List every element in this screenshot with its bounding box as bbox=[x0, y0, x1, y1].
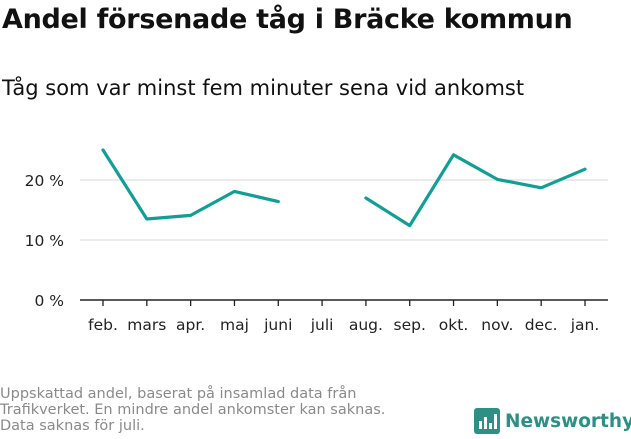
chart-title: Andel försenade tåg i Bräcke kommun bbox=[2, 4, 573, 35]
y-tick-label: 20 % bbox=[25, 172, 64, 190]
gridlines bbox=[80, 179, 608, 241]
series-lines bbox=[101, 148, 587, 228]
brand-name: Newsworthy bbox=[505, 410, 631, 432]
series-line bbox=[101, 148, 280, 221]
footnote-line: Data saknas för juli. bbox=[0, 418, 145, 434]
x-tick-label: dec. bbox=[525, 316, 558, 334]
footnote: Uppskattad andel, baserat på insamlad da… bbox=[0, 386, 440, 434]
y-axis-tick-labels: 0 % 10 % 20 % bbox=[25, 172, 64, 310]
x-tick-label: juni bbox=[263, 316, 292, 334]
x-tick-label: nov. bbox=[481, 316, 513, 334]
bar-chart-logo-icon bbox=[474, 408, 500, 434]
x-axis: feb. mars apr. maj juni juli aug. sep. okt. nov. d… bbox=[80, 299, 608, 334]
line-chart: 0 % 10 % 20 % feb. mars apr. maj juni juli aug. s… bbox=[25, 148, 608, 334]
footnote-line: Uppskattad andel, baserat på insamlad da… bbox=[0, 386, 357, 402]
series-line bbox=[364, 153, 587, 228]
footnote-line: Trafikverket. En mindre andel ankomster … bbox=[0, 402, 386, 418]
x-tick-label: feb. bbox=[88, 316, 118, 334]
x-tick-label: apr. bbox=[176, 316, 205, 334]
x-tick-label: mars bbox=[127, 316, 166, 334]
chart-subtitle: Tåg som var minst fem minuter sena vid a… bbox=[2, 76, 525, 100]
x-tick-label: maj bbox=[220, 316, 249, 334]
x-tick-label: aug. bbox=[349, 316, 383, 334]
brand-logo: Newsworthy bbox=[474, 408, 631, 434]
x-tick-label: okt. bbox=[439, 316, 468, 334]
x-tick-label: juli bbox=[310, 316, 334, 334]
y-tick-label: 10 % bbox=[25, 232, 64, 250]
y-tick-label: 0 % bbox=[34, 292, 64, 310]
x-tick-label: sep. bbox=[394, 316, 426, 334]
x-tick-label: jan. bbox=[570, 316, 600, 334]
